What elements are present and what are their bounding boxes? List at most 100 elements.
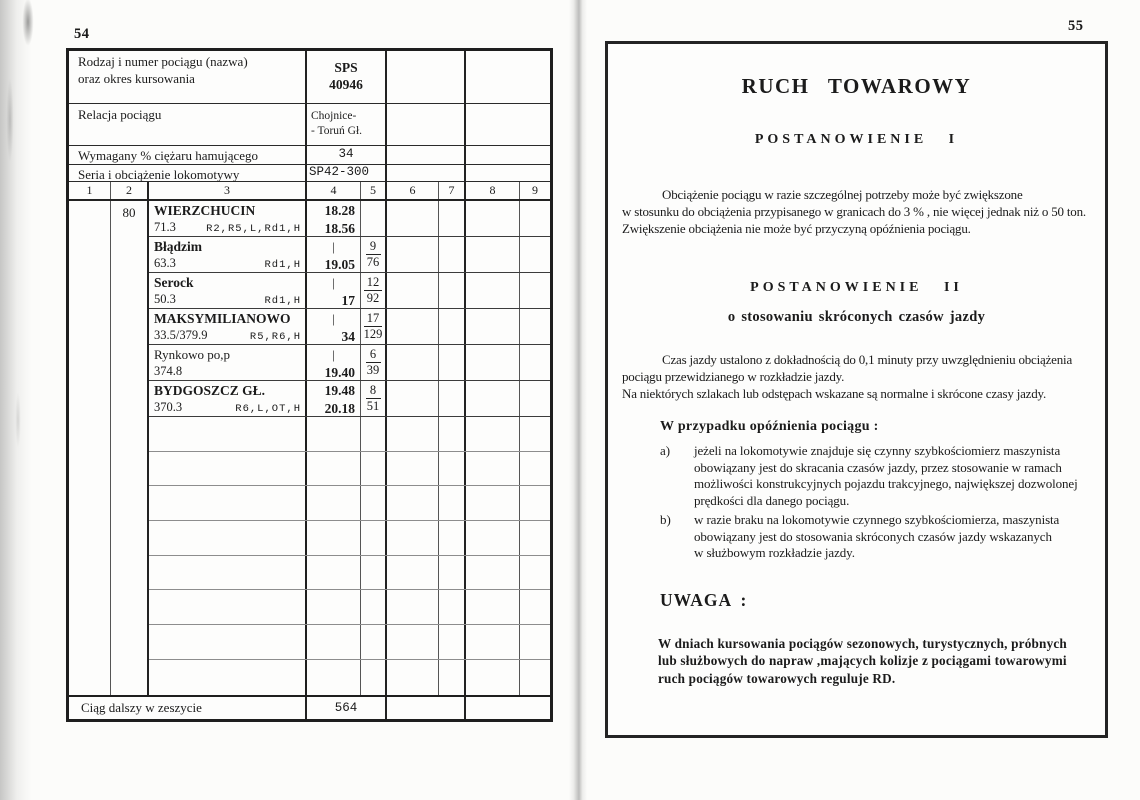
empty-cell [387, 486, 439, 521]
speed-limit-cell: 80 [111, 201, 149, 695]
empty-header-cell [387, 146, 466, 165]
empty-cell [387, 625, 439, 659]
empty-cell [466, 273, 520, 308]
station-cell: WIERZCHUCIN 71.3 R2,R5,L,Rd1,H [149, 201, 307, 236]
station-cell: Serock 50.3 Rd1,H [149, 273, 307, 308]
empty-cell [149, 555, 307, 590]
empty-cell [361, 590, 387, 625]
empty-cell [149, 521, 307, 555]
page-number-right: 55 [1068, 18, 1084, 34]
empty-cell [520, 521, 550, 555]
station-row: WIERZCHUCIN 71.3 R2,R5,L,Rd1,H 18.28 18.5… [149, 201, 550, 237]
empty-cell [307, 625, 361, 659]
empty-row [149, 486, 550, 522]
empty-cell [520, 381, 550, 416]
empty-cell [307, 451, 361, 486]
empty-cell [466, 201, 520, 236]
empty-row [149, 590, 550, 626]
empty-cell [439, 345, 466, 380]
station-rows: WIERZCHUCIN 71.3 R2,R5,L,Rd1,H 18.28 18.5… [149, 201, 550, 695]
empty-header-cell [387, 165, 466, 182]
header-label-cell: Seria i obciążenie lokomotywy [69, 165, 307, 182]
station-codes: R6,L,OT,H [235, 403, 301, 415]
station-cell: Błądzim 63.3 Rd1,H [149, 237, 307, 272]
list-item-text: w razie braku na lokomotywie czynnego sz… [694, 512, 1060, 560]
station-row: Błądzim 63.3 Rd1,H | 19.05 9 76 [149, 237, 550, 273]
continuation-number: 564 [307, 697, 387, 719]
empty-cell [387, 451, 439, 486]
empty-cell [439, 237, 466, 272]
brake-percent-cell: 34 [307, 146, 387, 165]
column-number: 8 [466, 182, 520, 199]
empty-cell [466, 697, 550, 719]
station-name: Serock [154, 275, 194, 290]
empty-cell [361, 451, 387, 486]
empty-cell [466, 309, 520, 344]
station-km: 63.3 [154, 256, 176, 270]
empty-cell [466, 521, 520, 555]
delay-case-intro: W przypadku opóźnienia pociągu : [660, 419, 879, 434]
empty-rows [149, 417, 550, 695]
loco-series-cell: SP42-300 [307, 165, 387, 182]
note-heading: UWAGA : [660, 589, 748, 610]
empty-cell [466, 659, 520, 695]
station-km: 71.3 [154, 220, 176, 234]
empty-cell [387, 309, 439, 344]
empty-cell [387, 345, 439, 380]
brake-percent-value: 34 [338, 147, 354, 161]
ride-minutes: 17 [363, 311, 383, 327]
ride-time-cell: 17 129 [361, 309, 387, 344]
ride-time-cell: 8 51 [361, 381, 387, 416]
empty-cell [439, 273, 466, 308]
column-numbers-row: 1 2 3 4 5 6 7 8 9 [69, 182, 550, 201]
empty-cell [387, 590, 439, 625]
column-number: 5 [361, 182, 387, 199]
empty-cell [149, 451, 307, 486]
empty-cell [466, 486, 520, 521]
empty-cell [307, 521, 361, 555]
ride-seconds: 129 [363, 327, 383, 341]
empty-cell [307, 659, 361, 695]
ride-minutes: 6 [365, 347, 381, 363]
empty-cell [520, 452, 550, 486]
loco-series-label: Seria i obciążenie lokomotywy [78, 167, 240, 182]
empty-cell [520, 273, 550, 308]
list-item-a: a) jeżeli na lokomotywie znajduje się cz… [660, 443, 1087, 509]
empty-cell [466, 451, 520, 486]
empty-cell [307, 417, 361, 451]
scan-edge-artifact [0, 0, 42, 800]
empty-header-cell [466, 104, 550, 146]
station-name: BYDGOSZCZ GŁ. [154, 383, 266, 398]
empty-row [149, 659, 550, 695]
empty-cell [307, 590, 361, 625]
empty-cell [466, 345, 520, 380]
empty-cell [520, 556, 550, 590]
train-relation-cell: Chojnice- - Toruń Gł. [307, 104, 387, 146]
empty-cell [387, 555, 439, 590]
station-km: 374.8 [154, 364, 183, 378]
station-name: Błądzim [154, 239, 203, 254]
empty-cell [439, 521, 466, 555]
empty-cell [466, 417, 520, 451]
empty-cell [387, 237, 439, 272]
header-label-cell: Wymagany % ciężaru hamującego [69, 146, 307, 165]
empty-cell [466, 555, 520, 590]
pass-through-mark: | [332, 347, 335, 362]
station-km: 33.5/379.9 [154, 328, 208, 342]
provision-2-subheading: o stosowaniu skróconych czasów jazdy [727, 309, 986, 325]
times-cell: 18.28 18.56 [307, 201, 361, 236]
station-codes: R2,R5,L,Rd1,H [206, 223, 301, 235]
list-marker: a) [660, 443, 671, 458]
empty-cell [520, 625, 550, 659]
empty-cell [149, 486, 307, 521]
empty-cell [149, 625, 307, 659]
empty-cell [520, 237, 550, 272]
column-1-strip [69, 201, 111, 695]
departure-time: 19.40 [324, 365, 355, 380]
empty-header-cell [466, 146, 550, 165]
empty-cell [520, 590, 550, 624]
empty-header-cell [387, 51, 466, 104]
header-label-cell: Rodzaj i numer pociągu (nazwa) oraz okre… [69, 51, 307, 104]
provision-2-body: Czas jazdy ustalono z dokładnością do 0,… [622, 352, 1073, 401]
ride-time-cell: 12 92 [361, 273, 387, 308]
